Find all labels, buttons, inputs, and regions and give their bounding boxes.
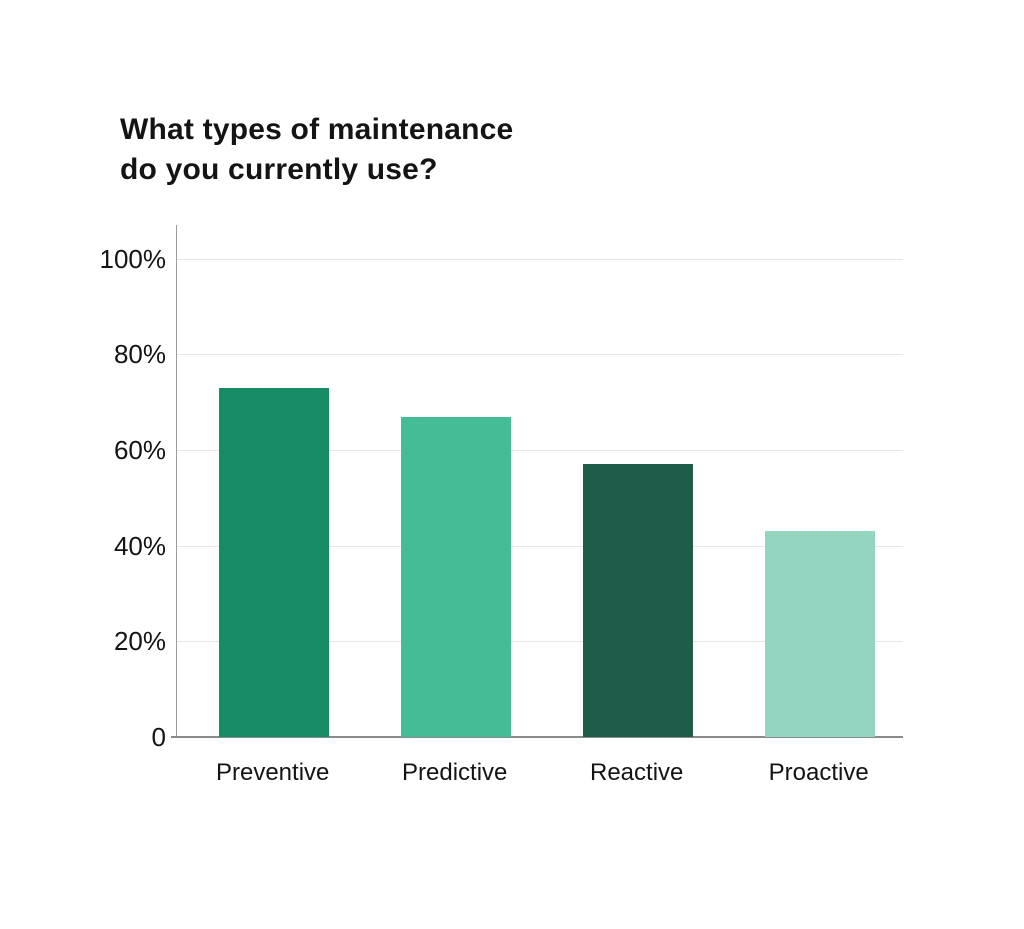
gridline-80 bbox=[177, 354, 903, 356]
gridline-100 bbox=[177, 258, 903, 260]
y-tick-label-80: 80% bbox=[113, 339, 166, 370]
plot-area bbox=[171, 225, 903, 738]
bar-preventive bbox=[218, 387, 329, 737]
bar-proactive bbox=[764, 531, 875, 737]
y-tick-label-20: 20% bbox=[113, 626, 166, 657]
x-category-label-proactive: Proactive bbox=[768, 759, 869, 786]
x-category-label-reactive: Reactive bbox=[590, 759, 684, 786]
bar-predictive bbox=[400, 416, 511, 737]
y-tick-label-0: 0 bbox=[151, 722, 166, 752]
x-category-label-predictive: Predictive bbox=[402, 759, 508, 786]
gridline-20 bbox=[177, 641, 903, 643]
bar-reactive bbox=[582, 464, 693, 737]
y-tick-label-60: 60% bbox=[113, 435, 166, 465]
gridline-60 bbox=[177, 450, 903, 451]
y-tick-label-40: 40% bbox=[113, 530, 166, 561]
x-axis-line bbox=[171, 736, 903, 738]
chart-title: What types of maintenance do you current… bbox=[120, 113, 514, 186]
y-tick-label-100: 100% bbox=[99, 243, 167, 274]
x-category-label-preventive: Preventive bbox=[215, 759, 330, 786]
gridline-40 bbox=[177, 545, 903, 547]
